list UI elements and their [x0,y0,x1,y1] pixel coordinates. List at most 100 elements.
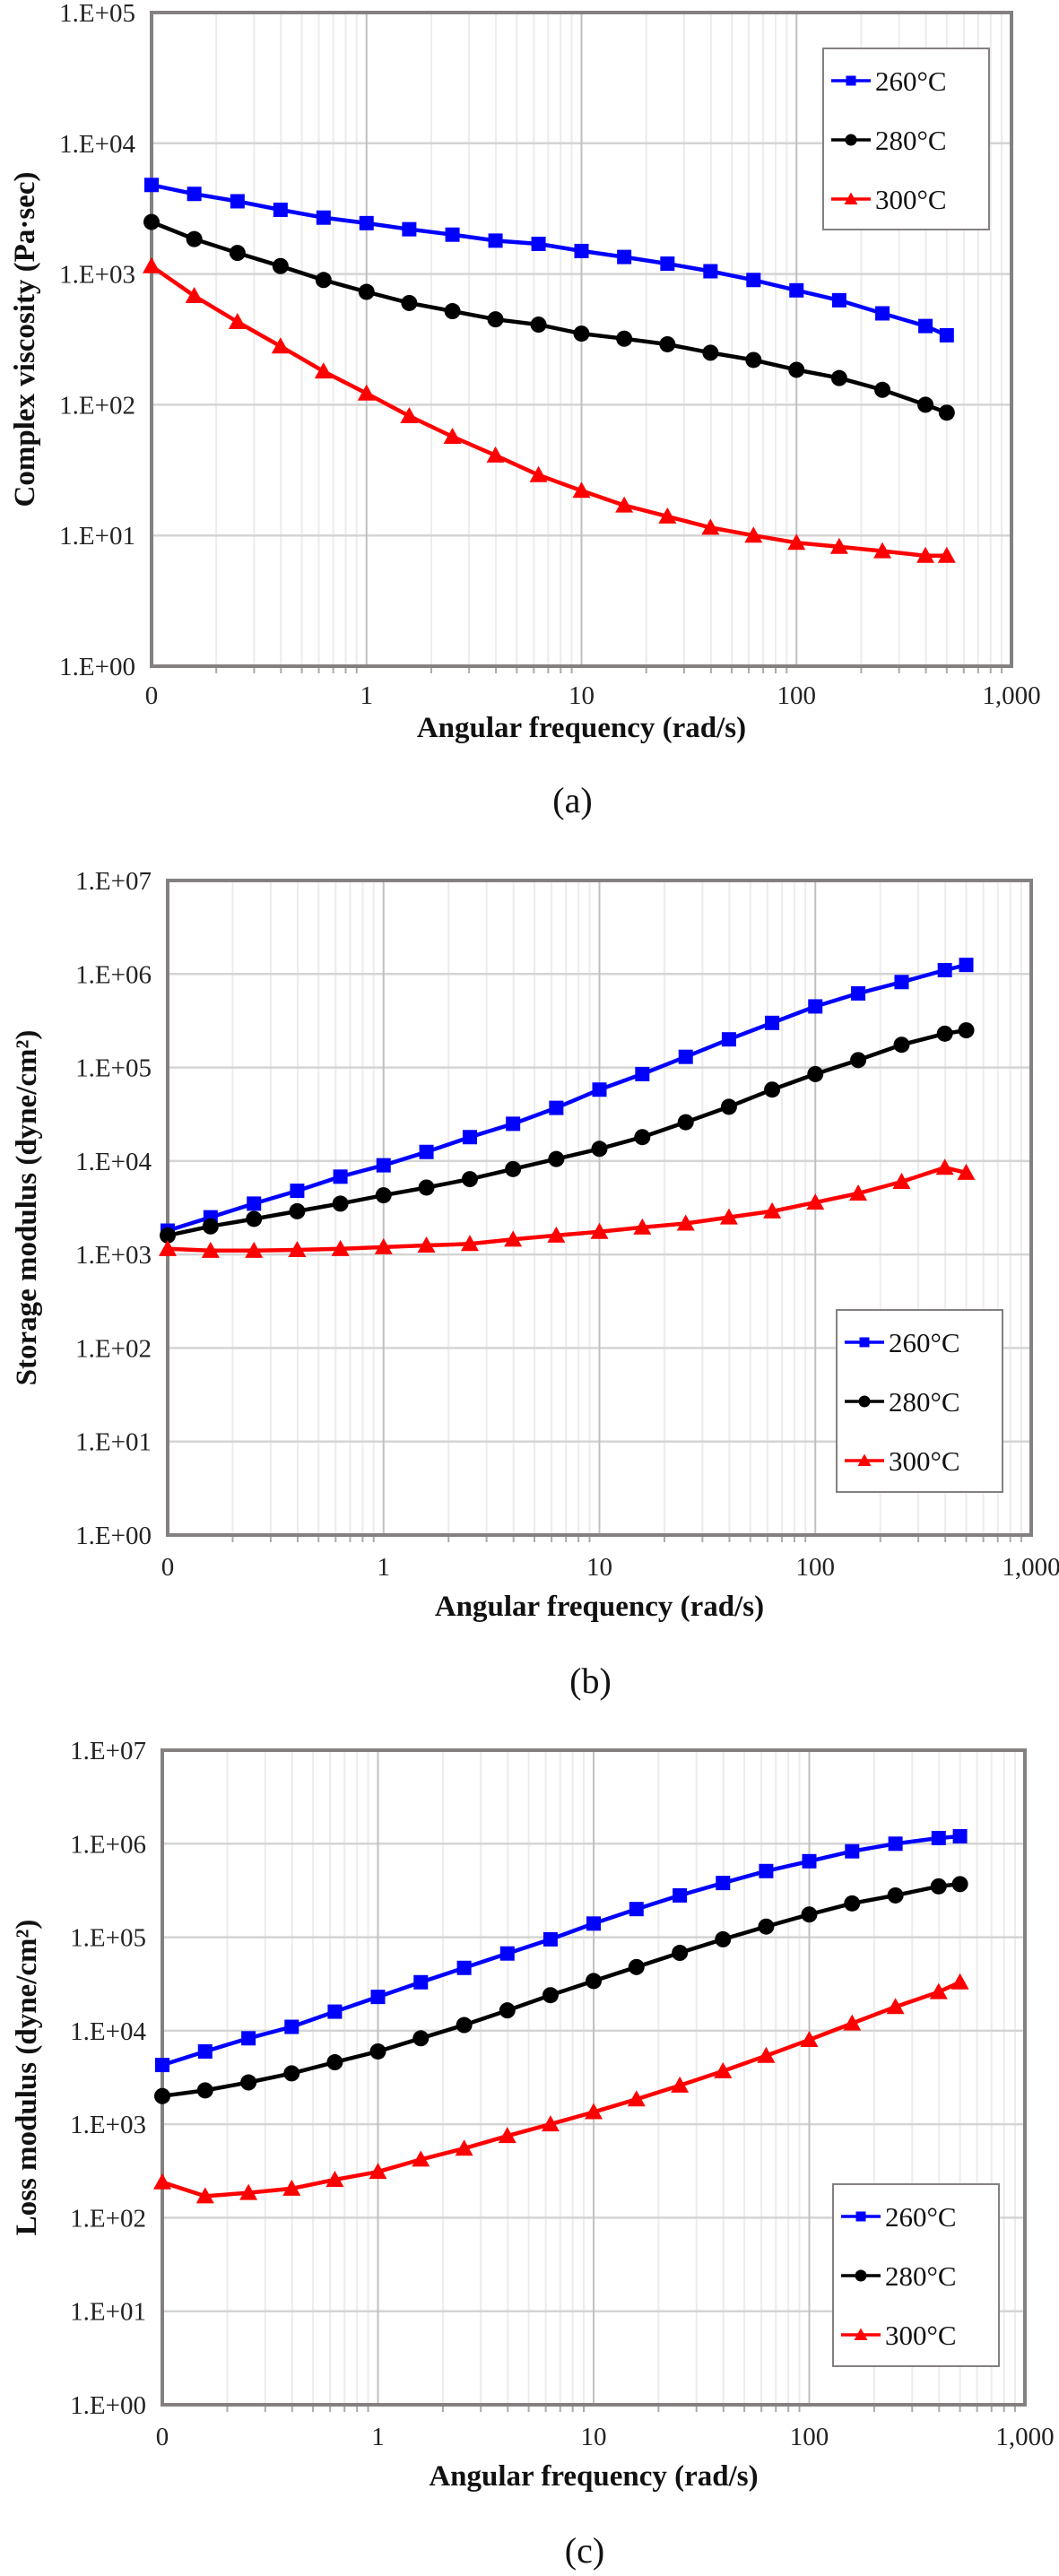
data-point [197,2043,213,2059]
data-point [617,249,632,265]
data-point [764,1081,781,1098]
data-point [808,999,823,1014]
x-tick-label: 0 [156,2423,169,2451]
data-point [936,1025,953,1042]
data-point [759,1863,774,1878]
data-point [246,1210,263,1227]
data-point [591,1141,608,1158]
y-tick-label: 1.E+06 [75,960,152,989]
data-point [369,2163,387,2180]
data-point [938,404,955,421]
data-point [628,1958,645,1975]
data-point [240,2074,257,2091]
x-tick-label: 10 [569,681,595,710]
data-point [801,1906,818,1923]
data-point [721,1032,736,1047]
data-point [316,210,331,225]
data-point [486,446,505,463]
data-point [314,362,333,379]
data-point [289,1202,306,1219]
chart-panel-b: 1.E+00 1.E+01 1.E+02 1.E+03 1.E+04 1.E+05 1.E+… [11,867,1059,1701]
x-tick-label: 1 [378,1553,391,1582]
data-point [498,2127,516,2144]
data-point [185,287,204,304]
data-point [456,1960,472,1975]
data-point [241,2031,256,2046]
data-point [586,1973,602,1990]
series-300C [159,1158,976,1258]
data-point [574,243,589,258]
legend-label: 300°C [889,1445,960,1477]
data-point [461,1171,478,1188]
data-point [358,283,375,300]
data-point [541,2115,560,2132]
series-260C [155,1829,968,2073]
x-tick-label: 0 [161,1553,175,1582]
x-axis-title: Angular frequency (rad/s) [435,1591,764,1623]
legend-marker [844,192,858,204]
x-axis-title: Angular frequency (rad/s) [429,2460,758,2493]
series-line [151,220,948,415]
data-point [592,1082,607,1097]
data-point [186,230,203,247]
x-tick-label: 0 [145,681,159,710]
y-tick-label: 1.E+04 [70,2017,146,2046]
y-tick-label: 1.E+00 [75,1522,152,1550]
data-point [230,194,245,209]
data-point [806,1193,825,1210]
data-point [506,1116,521,1132]
data-point [629,1902,644,1917]
data-point [374,1237,393,1254]
data-point [807,1065,824,1082]
series-line [161,1882,960,2098]
data-point [504,1230,523,1247]
data-point [499,2002,516,2019]
data-point [937,962,952,977]
data-point [460,1235,479,1252]
legend-label: 300°C [875,184,947,215]
data-point [745,351,762,369]
data-point [288,1241,307,1258]
legend: 260°C 280°C 300°C [836,1309,1003,1493]
legend-label: 300°C [885,2320,957,2351]
data-point [886,1998,905,2015]
data-point [202,1218,219,1235]
data-point [444,303,461,320]
series-280C [160,1022,975,1244]
legend-label: 280°C [889,1386,960,1418]
data-point [917,396,934,413]
data-point [627,2090,646,2107]
data-point [958,1022,975,1039]
data-point [201,1241,220,1258]
x-tick-label: 100 [796,1553,836,1582]
data-point [228,313,247,330]
y-tick-label: 1.E+02 [70,2204,146,2233]
data-point [143,213,160,230]
data-point [229,245,246,262]
data-point [195,2187,214,2204]
data-point [939,327,954,343]
data-point [930,1878,947,1895]
legend-label: 260°C [875,65,947,97]
data-point [916,546,935,563]
data-point [187,186,202,202]
data-point [757,2046,776,2063]
legend-marker [857,1453,872,1466]
y-axis-title: Complex viscosity (Pa·sec) [9,172,41,507]
data-point [417,1236,436,1253]
data-point [894,975,909,990]
y-tick-label: 1.E+05 [59,0,135,28]
y-tick-label: 1.E+03 [70,2111,146,2139]
chart-panel-c: 1.E+00 1.E+01 1.E+02 1.E+03 1.E+04 1.E+05 1.E+… [11,1737,1055,2571]
data-point [633,1218,652,1235]
data-point [616,330,633,347]
y-tick-label: 1.E+02 [59,391,135,420]
data-point [931,1830,946,1845]
data-point [402,221,417,237]
data-point [245,1241,264,1258]
data-point [892,1172,911,1189]
plot-frame [150,11,1013,668]
legend-item: 280°C [845,1386,960,1418]
data-point [952,1829,968,1844]
data-point [326,2054,343,2071]
